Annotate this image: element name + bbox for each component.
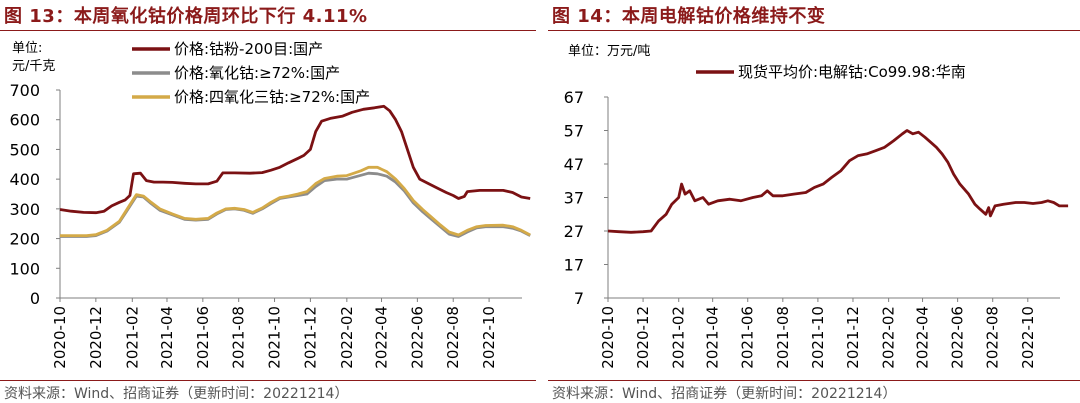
y-tick-label: 300 [9, 200, 40, 219]
left-figure-title: 图 13：本周氧化钴价格周环比下行 4.11% [4, 6, 368, 27]
left-title-rule [0, 30, 536, 31]
x-tick-label: 2022-10 [480, 306, 498, 369]
x-tick-label: 2021-04 [704, 306, 722, 369]
y-tick-label: 47 [564, 155, 584, 174]
left-source-note: 资料来源：Wind、招商证券（更新时间：20221214） [4, 386, 349, 402]
x-tick-label: 2022-10 [1019, 306, 1037, 369]
right-unit-label: 单位：万元/吨 [568, 44, 651, 59]
x-tick-label: 2021-02 [670, 306, 688, 369]
x-tick-label: 2020-10 [51, 306, 69, 369]
y-tick-label: 0 [30, 289, 40, 308]
x-tick-label: 2020-10 [599, 306, 617, 369]
left-figure-panel: 图 13：本周氧化钴价格周环比下行 4.11% 单位: 元/千克 0 100 200… [0, 0, 536, 403]
x-tick-label: 2021-10 [266, 306, 284, 369]
x-tick-label: 2021-10 [809, 306, 827, 369]
y-tick-label: 67 [564, 88, 584, 107]
y-tick-label: 700 [9, 81, 40, 100]
x-tick-label: 2021-08 [230, 306, 248, 369]
right-chart: 7 17 27 37 47 57 67 2020-10 2020-12 2021-02 2021-0… [564, 63, 1069, 369]
left-chart: 0 100 200 300 400 500 600 700 2020-10 2020-12 2021… [9, 40, 531, 369]
y-tick-label: 100 [9, 259, 40, 278]
legend-label-1: 现货平均价:电解钴:Co99.98:华南 [738, 63, 966, 81]
left-footer-rule [0, 380, 536, 381]
left-unit-line2: 元/千克 [12, 59, 56, 74]
series-line-3 [60, 165, 531, 237]
x-tick-label: 2022-06 [408, 306, 426, 369]
y-tick-label: 500 [9, 140, 40, 159]
x-tick-label: 2021-04 [158, 306, 176, 369]
y-tick-label: 27 [564, 222, 584, 241]
x-tick-label: 2021-12 [301, 306, 319, 369]
left-unit-line1: 单位: [12, 41, 43, 56]
x-tick-label: 2022-06 [949, 306, 967, 369]
x-tick-label: 2022-04 [373, 306, 391, 369]
right-figure-panel: 图 14：本周电解钴价格维持不变 单位：万元/吨 7 17 27 37 47 57 67 20… [548, 0, 1080, 403]
y-tick-label: 200 [9, 230, 40, 249]
x-tick-label: 2021-06 [739, 306, 757, 369]
right-footer-rule [548, 380, 1080, 381]
x-tick-label: 2020-12 [634, 306, 652, 369]
series-line-1 [59, 104, 531, 215]
right-source-note: 资料来源：Wind、招商证券（更新时间：20221214） [552, 386, 897, 402]
x-tick-label: 2022-08 [444, 306, 462, 369]
x-tick-label: 2021-06 [194, 306, 212, 369]
right-title-rule [548, 30, 1080, 31]
x-tick-label: 2022-08 [984, 306, 1002, 369]
x-tick-label: 2022-04 [914, 306, 932, 369]
x-tick-label: 2021-08 [774, 306, 792, 369]
legend-label-1: 价格:钴粉-200目:国产 [174, 40, 323, 58]
x-tick-label: 2022-02 [880, 306, 898, 369]
y-tick-label: 37 [564, 189, 584, 208]
legend-label-3: 价格:四氧化三钴:≥72%:国产 [174, 88, 370, 106]
x-tick-label: 2020-12 [87, 306, 105, 369]
legend-label-2: 价格:氧化钴:≥72%:国产 [174, 64, 340, 82]
x-tick-label: 2021-12 [844, 306, 862, 369]
y-tick-label: 57 [564, 122, 584, 141]
x-tick-label: 2022-02 [338, 306, 356, 369]
y-tick-label: 17 [564, 256, 584, 275]
y-tick-label: 400 [9, 170, 40, 189]
x-tick-label: 2021-02 [123, 306, 141, 369]
right-figure-title: 图 14：本周电解钴价格维持不变 [552, 6, 826, 27]
series-line-1 [607, 129, 1069, 234]
y-tick-label: 7 [574, 289, 584, 308]
y-tick-label: 600 [9, 111, 40, 130]
